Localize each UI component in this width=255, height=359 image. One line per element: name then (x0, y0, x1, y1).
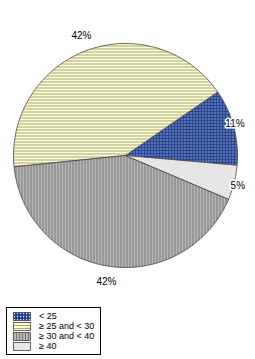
html-text:≥ 40: ≥ 40 (39, 341, 57, 351)
html-text:≥ 25 and < 30: ≥ 25 and < 30 (39, 321, 95, 331)
svg-text:42%: 42% (96, 276, 116, 287)
svg-text:5%: 5% (231, 180, 246, 191)
html-text:≥ 30 and < 40: ≥ 30 and < 40 (39, 331, 95, 341)
svg-text:42%: 42% (71, 30, 91, 41)
svg-text:11%: 11% (225, 118, 244, 129)
html-text:< 25: < 25 (39, 311, 57, 321)
